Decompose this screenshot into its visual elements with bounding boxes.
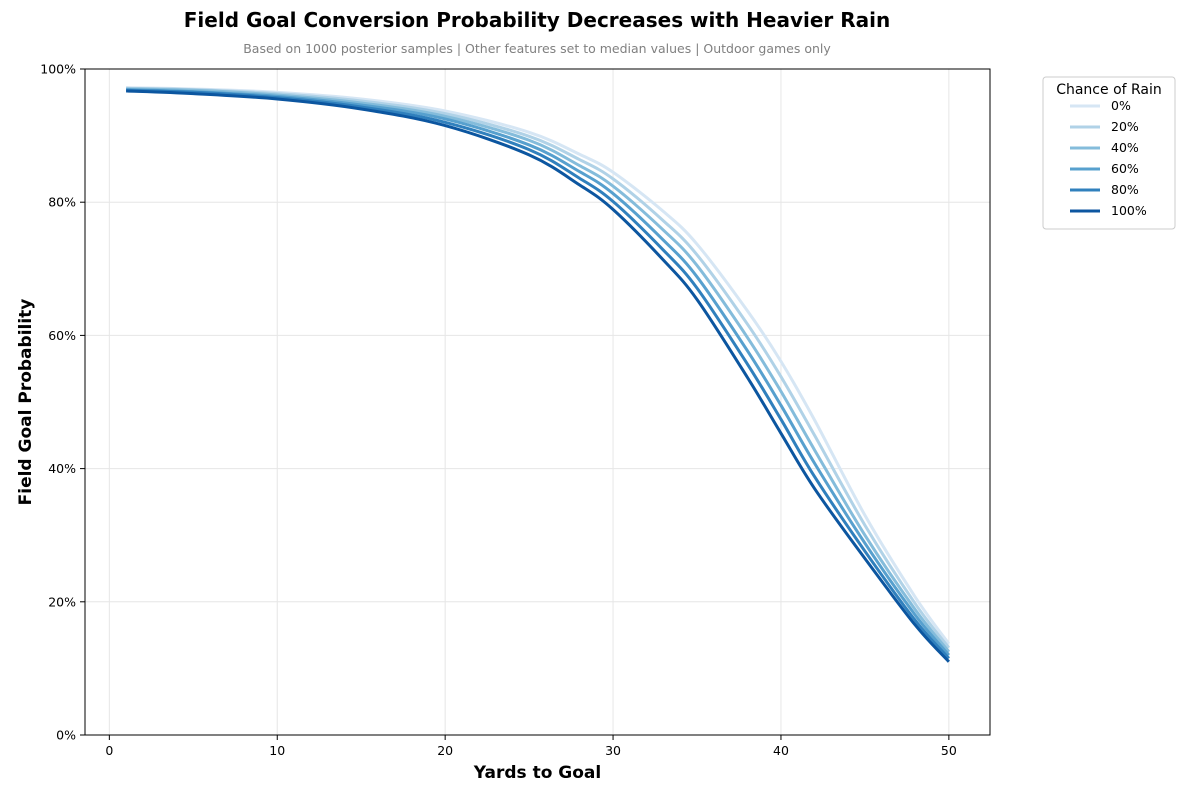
series-line-6 (126, 89, 950, 663)
x-tick-label: 30 (605, 743, 621, 758)
legend-label: 20% (1111, 119, 1139, 134)
chart-title: Field Goal Conversion Probability Decrea… (183, 8, 891, 32)
y-tick-label: 20% (48, 594, 76, 609)
y-tick-label: 60% (48, 328, 76, 343)
legend: Chance of Rain 0% 20% 40% 60% 80% 100% (1042, 76, 1176, 230)
x-tick-label: 50 (941, 743, 957, 758)
legend-title: Chance of Rain (1056, 82, 1162, 98)
y-axis-ticks: 0% 20% 40% 60% 80% 100% (40, 62, 85, 743)
series-line-2 (126, 86, 951, 649)
x-tick-label: 10 (269, 743, 285, 758)
x-axis-label: Yards to Goal (473, 763, 601, 783)
x-tick-label: 0 (105, 743, 113, 758)
y-tick-label: 100% (40, 62, 76, 77)
series-line-1 (126, 86, 951, 645)
x-tick-label: 20 (437, 743, 453, 758)
legend-items: 0% 20% 40% 60% 80% 100% (1070, 98, 1147, 218)
series-line-4 (126, 88, 951, 657)
legend-box (1042, 76, 1176, 230)
legend-label: 60% (1111, 161, 1139, 176)
x-tick-label: 40 (773, 743, 789, 758)
y-tick-label: 40% (48, 461, 76, 476)
legend-label: 100% (1111, 203, 1147, 218)
legend-label: 80% (1111, 182, 1139, 197)
series-line-3 (126, 87, 951, 653)
legend-label: 40% (1111, 140, 1139, 155)
y-tick-label: 0% (56, 728, 76, 743)
grid-lines (85, 68, 990, 736)
y-tick-label: 80% (48, 195, 76, 210)
y-axis-label: Field Goal Probability (16, 299, 36, 506)
series-line-5 (126, 88, 950, 660)
chart-subtitle: Based on 1000 posterior samples | Other … (243, 41, 831, 56)
plot-frame (84, 68, 991, 736)
series-lines (126, 86, 951, 663)
legend-label: 0% (1111, 98, 1131, 113)
x-axis-ticks: 0 10 20 30 40 50 (105, 735, 957, 758)
